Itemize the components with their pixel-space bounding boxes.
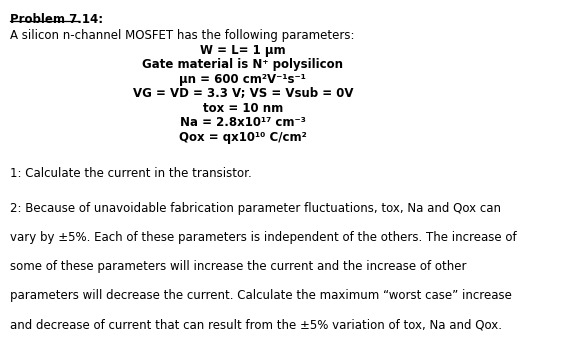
Text: and decrease of current that can result from the ±5% variation of tox, Na and Qo: and decrease of current that can result … xyxy=(10,318,502,331)
Text: tox = 10 nm: tox = 10 nm xyxy=(203,102,283,115)
Text: VG = VD = 3.3 V; VS = Vsub = 0V: VG = VD = 3.3 V; VS = Vsub = 0V xyxy=(133,87,353,100)
Text: μn = 600 cm²V⁻¹s⁻¹: μn = 600 cm²V⁻¹s⁻¹ xyxy=(179,73,306,86)
Text: Na = 2.8x10¹⁷ cm⁻³: Na = 2.8x10¹⁷ cm⁻³ xyxy=(180,116,306,129)
Text: 2: Because of unavoidable fabrication parameter fluctuations, tox, Na and Qox ca: 2: Because of unavoidable fabrication pa… xyxy=(10,202,501,215)
Text: Problem 7.14:: Problem 7.14: xyxy=(10,13,103,26)
Text: parameters will decrease the current. Calculate the maximum “worst case” increas: parameters will decrease the current. Ca… xyxy=(10,289,512,302)
Text: Qox = qx10¹⁰ C/cm²: Qox = qx10¹⁰ C/cm² xyxy=(179,131,307,144)
Text: some of these parameters will increase the current and the increase of other: some of these parameters will increase t… xyxy=(10,260,466,273)
Text: A silicon n-channel MOSFET has the following parameters:: A silicon n-channel MOSFET has the follo… xyxy=(10,29,355,42)
Text: W = L= 1 μm: W = L= 1 μm xyxy=(200,44,285,57)
Text: 1: Calculate the current in the transistor.: 1: Calculate the current in the transist… xyxy=(10,167,252,180)
Text: Gate material is N⁺ polysilicon: Gate material is N⁺ polysilicon xyxy=(142,58,343,71)
Text: vary by ±5%. Each of these parameters is independent of the others. The increase: vary by ±5%. Each of these parameters is… xyxy=(10,231,516,244)
